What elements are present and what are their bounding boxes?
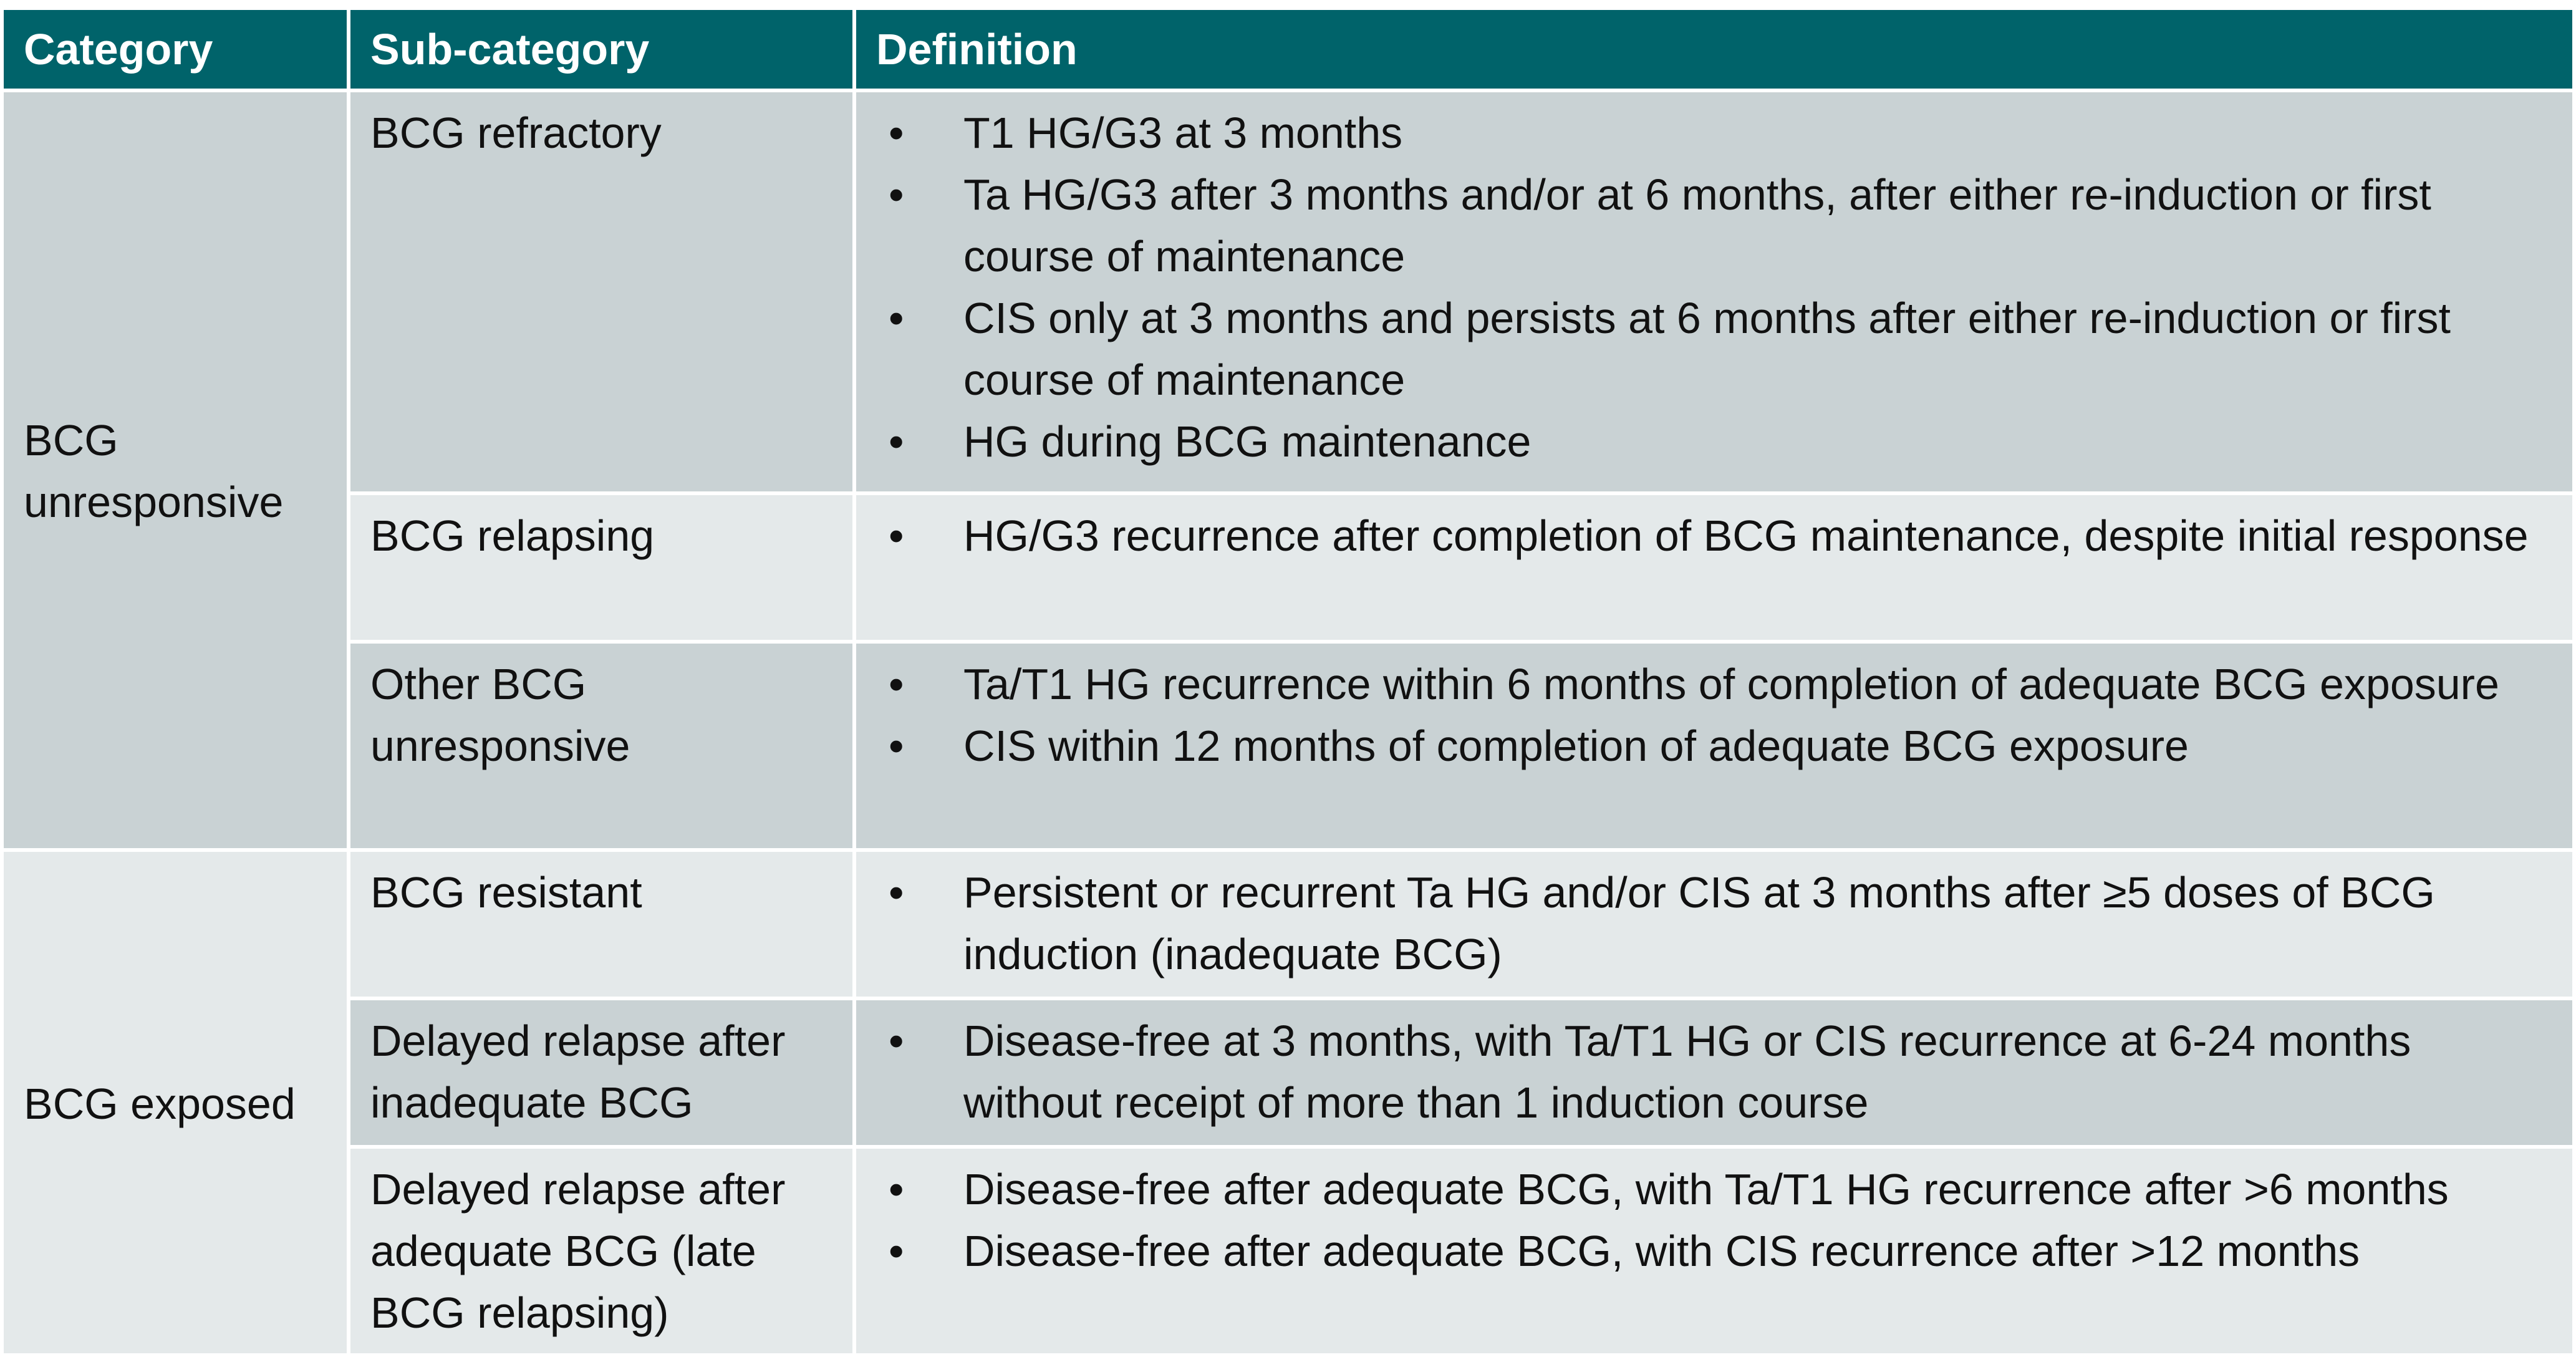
table-row: Other BCG unresponsive • Ta/T1 HG recurre… — [4, 644, 2572, 848]
header-row: Category Sub-category Definition — [4, 10, 2572, 89]
subcategory-cell: Delayed relapse after adequate BCG (late… — [350, 1149, 852, 1353]
category-cell: BCG unresponsive — [4, 92, 347, 848]
table-row: Delayed relapse after inadequate BCG • Di… — [4, 1000, 2572, 1145]
bullet-icon: • — [889, 417, 904, 466]
table-row: BCG exposed BCG resistant • Persistent or… — [4, 852, 2572, 1353]
definition-list: • Ta/T1 HG recurrence within 6 months of … — [876, 654, 2554, 777]
header-subcategory: Sub-category — [350, 10, 852, 89]
bullet-icon: • — [889, 722, 904, 770]
definition-item: • CIS only at 3 months and persists at 6 … — [876, 287, 2554, 411]
definition-cell: • Disease-free after adequate BCG, with T… — [856, 1149, 2572, 1353]
definition-cell: • T1 HG/G3 at 3 months • Ta HG/G3 after 3 … — [856, 92, 2572, 491]
definition-item: • Disease-free at 3 months, with Ta/T1 HG… — [876, 1010, 2554, 1134]
definition-item: • Ta HG/G3 after 3 months and/or at 6 mon… — [876, 164, 2554, 287]
definition-list: • Disease-free at 3 months, with Ta/T1 HG… — [876, 1010, 2554, 1134]
bullet-icon: • — [889, 170, 904, 219]
header-category: Category — [4, 10, 347, 89]
bullet-icon: • — [889, 868, 904, 917]
category-cell: BCG exposed — [4, 852, 347, 1353]
definition-cell: • Persistent or recurrent Ta HG and/or CI… — [856, 852, 2572, 997]
definition-cell: • Ta/T1 HG recurrence within 6 months of … — [856, 644, 2572, 848]
subcategory-cell: BCG resistant — [350, 852, 852, 997]
definition-cell: • HG/G3 recurrence after completion of BC… — [856, 495, 2572, 640]
subcategory-cell: Delayed relapse after inadequate BCG — [350, 1000, 852, 1145]
bullet-icon: • — [889, 1017, 904, 1065]
bullet-icon: • — [889, 1227, 904, 1275]
bullet-icon: • — [889, 109, 904, 157]
definition-list: • T1 HG/G3 at 3 months • Ta HG/G3 after 3 … — [876, 102, 2554, 473]
table-row: Delayed relapse after adequate BCG (late… — [4, 1149, 2572, 1353]
definition-item: • Persistent or recurrent Ta HG and/or CI… — [876, 862, 2554, 985]
subcategory-cell: BCG refractory — [350, 92, 852, 491]
definition-list: • Disease-free after adequate BCG, with T… — [876, 1159, 2554, 1282]
header-definition: Definition — [856, 10, 2572, 89]
subcategory-cell: BCG relapsing — [350, 495, 852, 640]
definition-item: • Ta/T1 HG recurrence within 6 months of … — [876, 654, 2554, 715]
table-row: BCG unresponsive BCG refractory • T1 HG/G… — [4, 92, 2572, 848]
bullet-icon: • — [889, 660, 904, 708]
definition-cell: • Disease-free at 3 months, with Ta/T1 HG… — [856, 1000, 2572, 1145]
bcg-classification-table: Category Sub-category Definition BCG unr… — [0, 6, 2576, 1357]
definition-item: • HG during BCG maintenance — [876, 411, 2554, 473]
bullet-icon: • — [889, 1165, 904, 1214]
definition-item: • Disease-free after adequate BCG, with T… — [876, 1159, 2554, 1220]
bullet-icon: • — [889, 294, 904, 342]
definition-item: • Disease-free after adequate BCG, with C… — [876, 1220, 2554, 1282]
definition-list: • Persistent or recurrent Ta HG and/or CI… — [876, 862, 2554, 985]
subcategory-cell: Other BCG unresponsive — [350, 644, 852, 848]
definition-item: • CIS within 12 months of completion of a… — [876, 715, 2554, 777]
definition-item: • HG/G3 recurrence after completion of BC… — [876, 505, 2554, 567]
table-row: BCG relapsing • HG/G3 recurrence after co… — [4, 495, 2572, 640]
bullet-icon: • — [889, 511, 904, 560]
definition-item: • T1 HG/G3 at 3 months — [876, 102, 2554, 164]
definition-list: • HG/G3 recurrence after completion of BC… — [876, 505, 2554, 567]
